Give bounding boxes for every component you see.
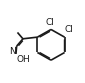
Text: Cl: Cl bbox=[64, 25, 73, 34]
Text: N: N bbox=[9, 47, 16, 56]
Text: Cl: Cl bbox=[45, 18, 54, 27]
Text: OH: OH bbox=[16, 55, 30, 64]
